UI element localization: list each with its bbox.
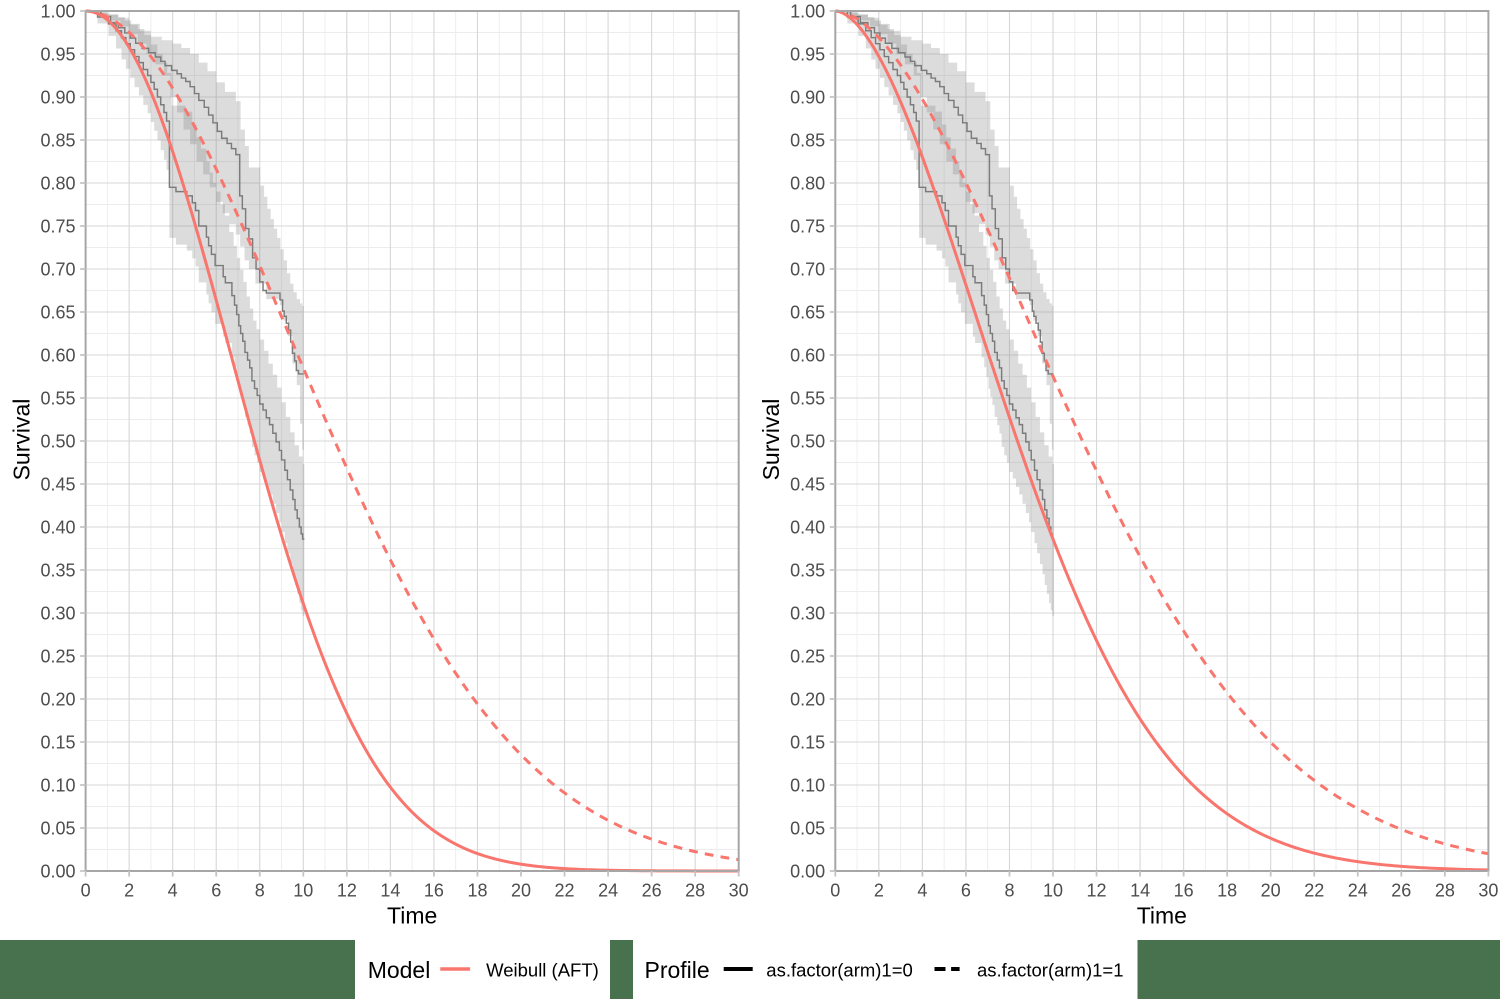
svg-text:0.55: 0.55 — [40, 389, 75, 409]
svg-text:0.05: 0.05 — [790, 819, 825, 839]
svg-text:0.95: 0.95 — [40, 45, 75, 65]
svg-text:Model: Model — [368, 957, 431, 983]
svg-text:0.25: 0.25 — [40, 647, 75, 667]
svg-text:0.80: 0.80 — [40, 174, 75, 194]
svg-text:0.00: 0.00 — [790, 862, 825, 882]
svg-text:14: 14 — [380, 880, 400, 900]
svg-text:20: 20 — [511, 880, 531, 900]
svg-text:0.65: 0.65 — [790, 303, 825, 323]
svg-text:16: 16 — [1174, 880, 1194, 900]
svg-text:0.00: 0.00 — [40, 862, 75, 882]
svg-text:0.70: 0.70 — [40, 260, 75, 280]
svg-text:22: 22 — [555, 880, 575, 900]
svg-text:10: 10 — [1043, 880, 1063, 900]
svg-text:26: 26 — [642, 880, 662, 900]
svg-text:0.65: 0.65 — [40, 303, 75, 323]
svg-text:0.10: 0.10 — [40, 776, 75, 796]
svg-text:0.10: 0.10 — [790, 776, 825, 796]
svg-text:Weibull (AFT): Weibull (AFT) — [486, 960, 599, 981]
svg-text:18: 18 — [467, 880, 487, 900]
svg-text:4: 4 — [917, 880, 927, 900]
svg-text:Survival: Survival — [758, 399, 784, 481]
svg-text:28: 28 — [685, 880, 705, 900]
svg-text:0.50: 0.50 — [790, 432, 825, 452]
svg-text:0: 0 — [830, 880, 840, 900]
svg-text:0.90: 0.90 — [790, 88, 825, 108]
svg-text:0.80: 0.80 — [790, 174, 825, 194]
svg-text:0.90: 0.90 — [40, 88, 75, 108]
svg-text:0.60: 0.60 — [40, 346, 75, 366]
svg-text:0.25: 0.25 — [790, 647, 825, 667]
svg-text:10: 10 — [293, 880, 313, 900]
svg-text:0.20: 0.20 — [790, 690, 825, 710]
svg-text:14: 14 — [1130, 880, 1150, 900]
svg-text:24: 24 — [1348, 880, 1368, 900]
svg-text:0.75: 0.75 — [790, 217, 825, 237]
svg-text:0.15: 0.15 — [790, 733, 825, 753]
svg-text:0.85: 0.85 — [40, 131, 75, 151]
svg-text:24: 24 — [598, 880, 618, 900]
svg-text:22: 22 — [1304, 880, 1324, 900]
svg-text:0.60: 0.60 — [790, 346, 825, 366]
svg-text:0.35: 0.35 — [40, 561, 75, 581]
svg-text:0.15: 0.15 — [40, 733, 75, 753]
svg-text:as.factor(arm)1=0: as.factor(arm)1=0 — [766, 960, 913, 981]
svg-text:0: 0 — [81, 880, 91, 900]
svg-text:0.95: 0.95 — [790, 45, 825, 65]
svg-text:16: 16 — [424, 880, 444, 900]
svg-text:6: 6 — [961, 880, 971, 900]
svg-text:Time: Time — [1137, 902, 1187, 928]
svg-text:0.45: 0.45 — [40, 475, 75, 495]
svg-text:0.30: 0.30 — [790, 604, 825, 624]
svg-text:0.40: 0.40 — [40, 518, 75, 538]
svg-text:0.55: 0.55 — [790, 389, 825, 409]
svg-text:0.20: 0.20 — [40, 690, 75, 710]
svg-text:28: 28 — [1435, 880, 1455, 900]
svg-text:0.85: 0.85 — [790, 131, 825, 151]
svg-text:20: 20 — [1261, 880, 1281, 900]
svg-text:2: 2 — [874, 880, 884, 900]
svg-text:0.70: 0.70 — [790, 260, 825, 280]
svg-text:4: 4 — [168, 880, 178, 900]
svg-text:18: 18 — [1217, 880, 1237, 900]
svg-text:0.40: 0.40 — [790, 518, 825, 538]
svg-text:0.50: 0.50 — [40, 432, 75, 452]
svg-text:30: 30 — [1478, 880, 1498, 900]
svg-text:1.00: 1.00 — [790, 2, 825, 22]
svg-text:0.45: 0.45 — [790, 475, 825, 495]
svg-text:30: 30 — [729, 880, 749, 900]
svg-text:12: 12 — [337, 880, 357, 900]
svg-text:6: 6 — [211, 880, 221, 900]
svg-text:12: 12 — [1087, 880, 1107, 900]
svg-text:0.30: 0.30 — [40, 604, 75, 624]
svg-text:Survival: Survival — [9, 399, 35, 481]
svg-text:8: 8 — [255, 880, 265, 900]
svg-text:2: 2 — [124, 880, 134, 900]
svg-text:0.35: 0.35 — [790, 561, 825, 581]
svg-text:0.05: 0.05 — [40, 819, 75, 839]
svg-text:8: 8 — [1004, 880, 1014, 900]
svg-text:0.75: 0.75 — [40, 217, 75, 237]
svg-text:as.factor(arm)1=1: as.factor(arm)1=1 — [977, 960, 1124, 981]
svg-text:26: 26 — [1391, 880, 1411, 900]
svg-text:Time: Time — [387, 902, 437, 928]
svg-text:1.00: 1.00 — [40, 2, 75, 22]
svg-text:Profile: Profile — [645, 957, 710, 983]
